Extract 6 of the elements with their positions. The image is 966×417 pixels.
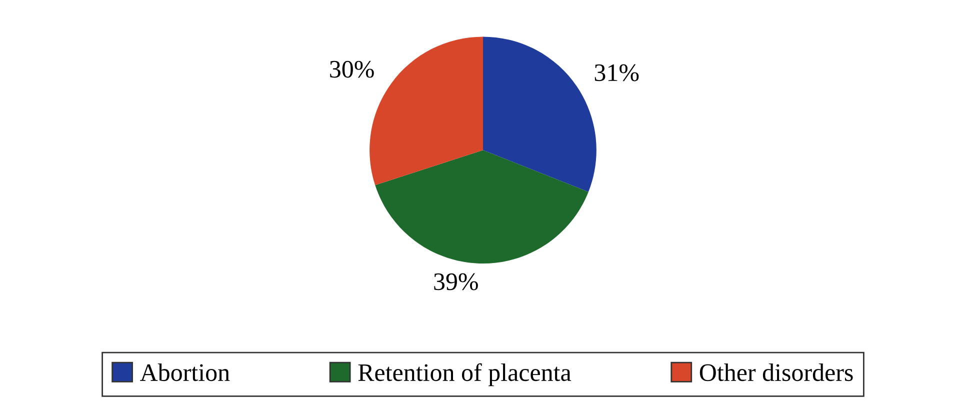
legend-label: Other disorders <box>700 363 853 382</box>
data-label: 39% <box>434 273 478 290</box>
data-label: 30% <box>330 60 374 78</box>
legend-label: Retention of placenta <box>358 363 572 386</box>
data-label: 31% <box>594 64 639 82</box>
legend-label: Abortion <box>140 363 230 382</box>
